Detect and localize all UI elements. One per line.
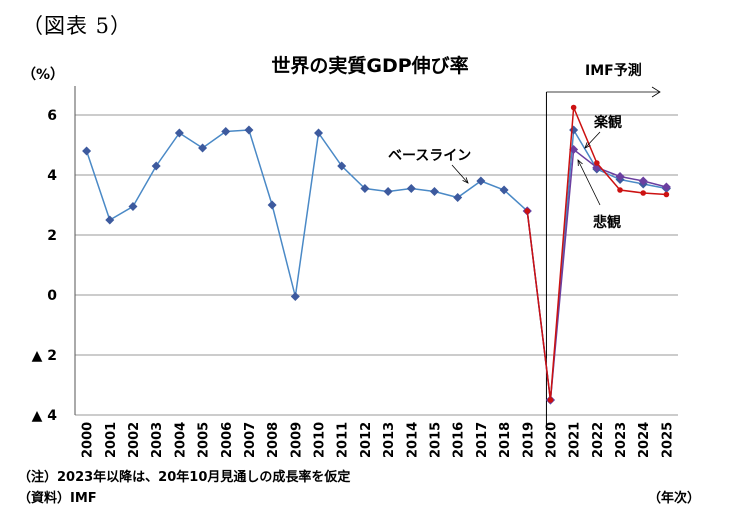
x-tick-label: 2025 (660, 422, 675, 458)
data-point (661, 182, 671, 192)
data-point (524, 208, 531, 214)
optimistic-arrow-head (584, 142, 591, 149)
x-tick-label: 2017 (475, 422, 490, 458)
pessimistic-label: 悲観 (593, 214, 621, 231)
y-tick-label: 4 (47, 168, 57, 184)
series-line (526, 148, 667, 401)
x-tick-label: 2022 (591, 422, 606, 458)
y-tick-label: 0 (47, 288, 57, 304)
data-point (244, 125, 254, 135)
gridlines (74, 86, 678, 416)
x-tick-label: 2015 (428, 422, 443, 458)
pessimistic-arrow-head (577, 159, 583, 167)
data-point (570, 104, 577, 111)
chart-note: （注）2023年以降は、20年10月見通しの成長率を仮定 (18, 470, 351, 485)
forecast-label: IMF予測 (585, 62, 642, 79)
data-point (638, 176, 648, 186)
x-tick-label: 2021 (568, 422, 583, 458)
pessimistic-arrow (577, 159, 601, 206)
data-point (105, 215, 115, 225)
data-point (594, 160, 600, 166)
data-point (547, 397, 554, 403)
x-tick-label: 2007 (243, 422, 258, 458)
x-tick-label: 2020 (544, 422, 559, 458)
x-tick-label: 2019 (521, 422, 536, 458)
data-point (174, 128, 184, 138)
x-tick-label: 2024 (637, 422, 652, 458)
x-tick-label: 2009 (289, 422, 304, 458)
data-point (198, 143, 208, 153)
series-2 (522, 145, 671, 405)
x-tick-label: 2011 (336, 422, 351, 458)
data-point (499, 185, 509, 195)
data-point (360, 184, 370, 193)
x-tick-label: 2014 (405, 422, 420, 458)
data-point (615, 172, 625, 181)
series-layer (82, 104, 671, 405)
x-tick-label: 2018 (498, 422, 513, 458)
baseline-label: ベースライン (388, 148, 471, 164)
data-point (337, 161, 347, 171)
x-tick-labels: 2000 2001 2002 2003 2004 2005 2006 2007 2008 2009… (81, 422, 676, 458)
data-point (569, 145, 579, 154)
y-tick-labels: 6 4 2 0 ▲ 2 ▲ 4 (32, 108, 58, 424)
forecast-arrow-head (651, 86, 661, 98)
x-tick-label: 2002 (127, 422, 142, 458)
baseline-arrow-head (462, 177, 469, 184)
series-line (526, 107, 667, 401)
data-point (569, 125, 579, 135)
data-point (128, 202, 138, 211)
x-axis-label: （年次） (648, 491, 701, 506)
x-tick-label: 2001 (104, 422, 119, 458)
x-tick-label: 2000 (81, 422, 96, 458)
y-tick-label: 6 (47, 108, 57, 124)
data-point (429, 187, 439, 196)
forecast-divider (545, 86, 661, 430)
data-point (82, 146, 92, 156)
chart-title: 世界の実質GDP伸び率 (271, 54, 468, 77)
optimistic-label: 楽観 (593, 114, 622, 131)
x-tick-label: 2016 (452, 422, 467, 458)
data-point (267, 200, 277, 210)
x-tick-label: 2013 (382, 422, 397, 458)
x-tick-label: 2004 (173, 422, 188, 458)
data-point (663, 191, 670, 198)
data-point (640, 190, 647, 196)
x-tick-label: 2005 (197, 422, 212, 458)
x-tick-label: 2012 (359, 422, 374, 458)
x-tick-label: 2023 (614, 422, 629, 458)
baseline-arrow (451, 164, 469, 184)
x-tick-label: 2010 (313, 422, 328, 458)
data-point (476, 176, 486, 186)
figure-label: （図表 5） (22, 14, 133, 38)
series-line (85, 127, 667, 401)
y-axis-label: （%） (22, 67, 64, 83)
y-tick-label: ▲ 2 (32, 348, 57, 364)
y-tick-label: ▲ 4 (32, 408, 58, 424)
data-point (221, 127, 231, 136)
data-point (453, 193, 463, 202)
data-point (151, 161, 161, 171)
data-point (406, 184, 416, 193)
data-point (290, 292, 300, 301)
series-1 (524, 104, 670, 403)
x-tick-label: 2008 (266, 422, 281, 458)
data-point (314, 128, 324, 138)
source-note: （資料）IMF (18, 491, 97, 506)
optimistic-arrow (584, 131, 601, 149)
data-point (617, 187, 623, 193)
data-point (383, 187, 393, 196)
x-tick-label: 2003 (150, 422, 165, 458)
series-0 (82, 125, 671, 405)
y-tick-label: 2 (47, 228, 57, 244)
x-tick-label: 2006 (220, 422, 235, 458)
